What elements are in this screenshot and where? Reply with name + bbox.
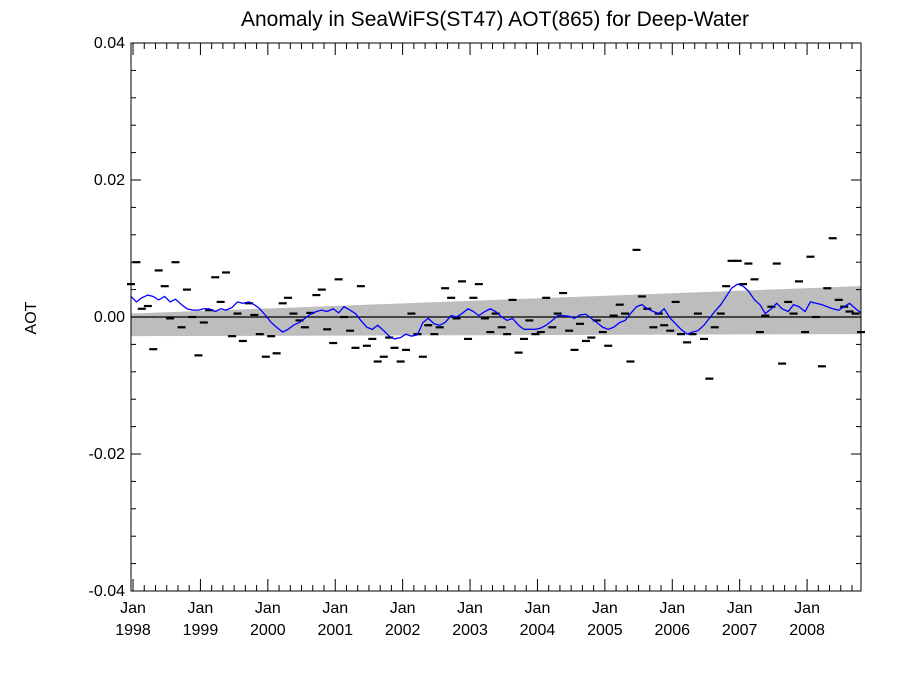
x-tick-label-month: Jan [322, 600, 348, 617]
x-tick-label-year: 1999 [183, 622, 219, 639]
y-tick-label: -0.02 [89, 446, 126, 463]
x-tick-label-year: 2005 [587, 622, 623, 639]
x-tick-label-month: Jan [525, 600, 551, 617]
y-tick-label: 0.00 [94, 309, 125, 326]
x-tick-label-month: Jan [188, 600, 214, 617]
running-mean-line [130, 283, 862, 340]
x-tick-label-month: Jan [592, 600, 618, 617]
x-tick-label-year: 2003 [452, 622, 488, 639]
x-tick-label-year: 2008 [789, 622, 825, 639]
x-tick-label-year: 2006 [654, 622, 690, 639]
anomaly-points-layer [127, 237, 865, 380]
y-tick-label: 0.04 [94, 35, 125, 52]
x-tick-label-month: Jan [255, 600, 281, 617]
axis-layer: 0.040.020.00-0.02-0.04Jan1998Jan1999Jan2… [89, 35, 861, 639]
x-tick-label-year: 1998 [115, 622, 151, 639]
y-tick-label: 0.02 [94, 172, 125, 189]
y-tick-label: -0.04 [89, 583, 126, 600]
x-tick-label-month: Jan [390, 600, 416, 617]
x-tick-label-year: 2001 [317, 622, 353, 639]
x-tick-label-month: Jan [120, 600, 146, 617]
x-tick-label-year: 2007 [722, 622, 758, 639]
running-mean-layer [130, 283, 862, 340]
x-tick-label-month: Jan [659, 600, 685, 617]
chart-title: Anomaly in SeaWiFS(ST47) AOT(865) for De… [240, 8, 750, 31]
x-tick-label-month: Jan [457, 600, 483, 617]
x-tick-label-year: 2002 [385, 622, 421, 639]
x-tick-label-year: 2000 [250, 622, 286, 639]
x-tick-label-month: Jan [794, 600, 820, 617]
x-tick-label-year: 2004 [520, 622, 556, 639]
x-tick-label-month: Jan [727, 600, 753, 617]
